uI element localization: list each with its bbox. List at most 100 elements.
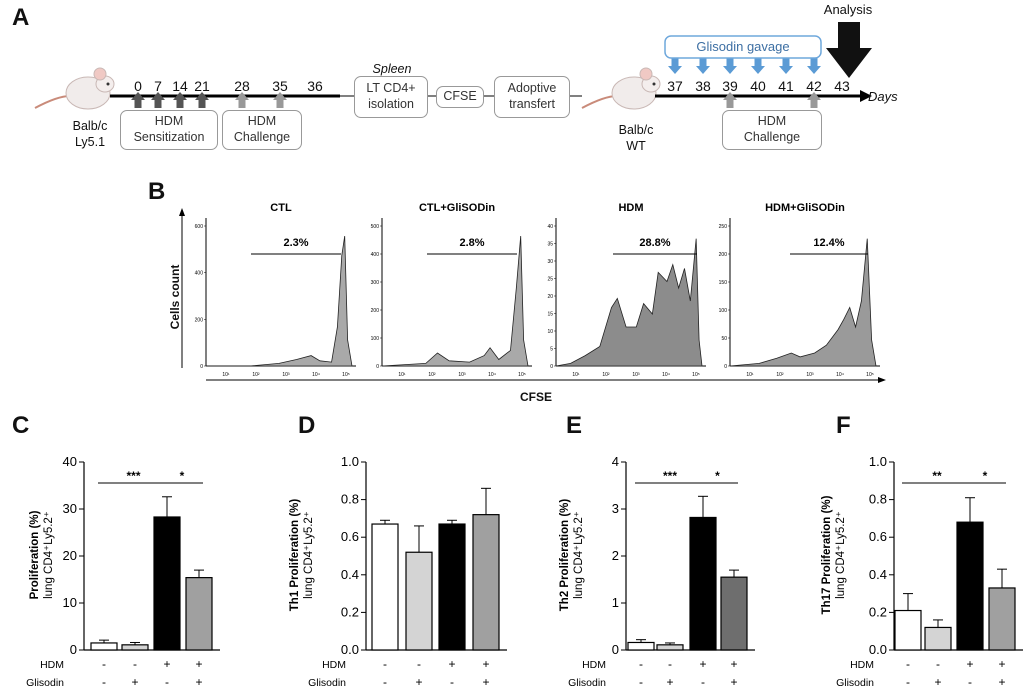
glisodin-sign: - <box>906 675 910 689</box>
y-axis-label: Th1 Proliferation (%) <box>289 499 301 612</box>
histogram-ytick: 300 <box>371 280 380 286</box>
hdm-sign: - <box>668 657 672 671</box>
histogram-xtick: 10¹ <box>572 372 580 378</box>
timeline-diagram <box>34 22 872 110</box>
y-axis-label-2: lung CD4⁺Ly5.2⁺ <box>303 511 315 599</box>
histogram-ytick: 400 <box>371 252 380 258</box>
sensitization-arrow-icon <box>151 92 165 108</box>
bar <box>371 523 399 651</box>
analysis-arrow-icon <box>826 22 872 78</box>
histogram-xtick: 10³ <box>282 372 290 378</box>
hdm-sign: - <box>102 657 106 671</box>
y-axis-label: Proliferation (%) <box>29 510 41 599</box>
hdm-row-label: HDM <box>850 659 874 671</box>
histogram-xtick: 10⁴ <box>836 372 844 378</box>
bar <box>153 516 181 651</box>
histogram-ytick: 10 <box>547 329 553 335</box>
histogram-ytick: 100 <box>371 336 380 342</box>
glisodin-gavage-label: Glisodin gavage <box>696 39 790 54</box>
panel-label-c: C <box>12 412 30 439</box>
histogram-xtick: 10³ <box>458 372 466 378</box>
glisodin-sign: + <box>934 675 941 689</box>
gavage-arrow-icon <box>723 58 737 74</box>
gavage-arrow-icon <box>668 58 682 74</box>
histogram-gate-value: 2.3% <box>283 237 308 249</box>
hdm-sign: - <box>936 657 940 671</box>
histogram-title: HDM <box>618 202 643 214</box>
glisodin-sign: + <box>195 675 202 689</box>
bar <box>121 644 149 651</box>
y-tick-label: 40 <box>63 454 77 469</box>
hdm-sign: - <box>639 657 643 671</box>
day-label: 42 <box>806 78 822 94</box>
histogram-xtick: 10⁴ <box>488 372 496 378</box>
bar-chart-f: 0.0 0.2 0.4 0.6 0.8 1.0 Th17 Proliferation (%)… <box>821 454 1023 689</box>
bar <box>988 587 1016 651</box>
y-tick-label: 0.8 <box>869 492 887 507</box>
histogram-ytick: 40 <box>547 224 553 230</box>
significance-label: ** <box>932 469 942 483</box>
hdm-challenge-box-1: HDM Challenge <box>222 110 302 150</box>
hdm-sign: + <box>966 657 973 671</box>
adoptive-transfer-box: Adoptive transfert <box>494 76 570 118</box>
challenge-arrow-icon <box>807 92 821 108</box>
y-tick-label: 0.8 <box>341 492 359 507</box>
bar <box>438 523 466 651</box>
bar <box>472 514 500 651</box>
histogram-ytick: 500 <box>371 224 380 230</box>
histogram-ytick: 0 <box>376 364 379 370</box>
glisodin-row-label: Glisodin <box>26 677 64 689</box>
glisodin-sign: + <box>998 675 1005 689</box>
histogram-ytick: 150 <box>719 280 728 286</box>
histogram-ytick: 0 <box>550 364 553 370</box>
day-label: 35 <box>272 78 288 94</box>
histogram-ytick: 0 <box>200 364 203 370</box>
histogram-title: HDM+GliSODin <box>765 202 845 214</box>
bar-chart-d: 0.0 0.2 0.4 0.6 0.8 1.0 Th1 Proliferation (%) l… <box>289 454 507 689</box>
y-tick-label: 20 <box>63 548 77 563</box>
glisodin-sign: - <box>639 675 643 689</box>
glisodin-sign: + <box>415 675 422 689</box>
challenge-arrow-icon <box>723 92 737 108</box>
histogram-ytick: 400 <box>195 271 204 277</box>
day-label: 38 <box>695 78 711 94</box>
histogram-xtick: 10³ <box>806 372 814 378</box>
histogram-xtick: 10⁵ <box>518 372 526 378</box>
y-tick-label: 4 <box>612 454 619 469</box>
y-axis-label: Th17 Proliferation (%) <box>821 495 833 614</box>
sensitization-arrow-icon <box>131 92 145 108</box>
y-tick-label: 3 <box>612 501 619 516</box>
glisodin-sign: + <box>131 675 138 689</box>
glisodin-row-label: Glisodin <box>308 677 346 689</box>
histogram-xtick: 10² <box>776 372 784 378</box>
histogram-title: CTL <box>270 202 292 214</box>
hdm-sensitization-box: HDM Sensitization <box>120 110 218 150</box>
histogram-curve <box>729 238 877 367</box>
sensitization-arrow-icon <box>173 92 187 108</box>
y-axis-label-2: lung CD4⁺Ly5.2⁺ <box>573 511 585 599</box>
bar <box>656 644 684 651</box>
day-label: 28 <box>234 78 250 94</box>
histogram-xtick: 10¹ <box>398 372 406 378</box>
hdm-sign: + <box>730 657 737 671</box>
hdm-sign: + <box>699 657 706 671</box>
analysis-label: Analysis <box>823 2 873 17</box>
y-tick-label: 0.2 <box>869 604 887 619</box>
hdm-sign: + <box>163 657 170 671</box>
sensitization-arrow-icon <box>195 92 209 108</box>
y-tick-label: 0.4 <box>869 567 887 582</box>
y-tick-label: 1.0 <box>341 454 359 469</box>
histogram-ytick: 15 <box>547 312 553 318</box>
histogram-ytick: 250 <box>719 224 728 230</box>
histogram-xtick: 10⁴ <box>662 372 670 378</box>
day-label: 41 <box>778 78 794 94</box>
lt-isolation-box: LT CD4+ isolation <box>354 76 428 118</box>
bar <box>185 577 213 651</box>
challenge-arrow-icon <box>273 92 287 108</box>
spleen-label: Spleen <box>372 62 412 76</box>
y-tick-label: 0 <box>70 642 77 657</box>
histogram-ytick: 20 <box>547 294 553 300</box>
y-axis-label: Th2 Proliferation (%) <box>559 499 571 612</box>
hdm-challenge-box-2: HDM Challenge <box>722 110 822 150</box>
